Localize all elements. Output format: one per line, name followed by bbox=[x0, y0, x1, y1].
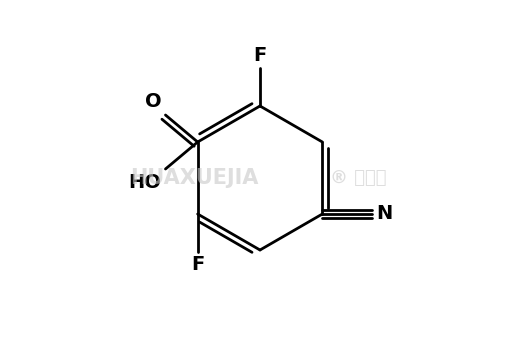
Text: HO: HO bbox=[128, 173, 162, 192]
Text: F: F bbox=[253, 46, 267, 65]
Text: O: O bbox=[145, 92, 162, 111]
Text: HUAXUEJIA: HUAXUEJIA bbox=[130, 168, 258, 188]
Text: N: N bbox=[376, 204, 393, 224]
Text: F: F bbox=[191, 255, 204, 274]
Text: ® 化学加: ® 化学加 bbox=[330, 169, 386, 187]
